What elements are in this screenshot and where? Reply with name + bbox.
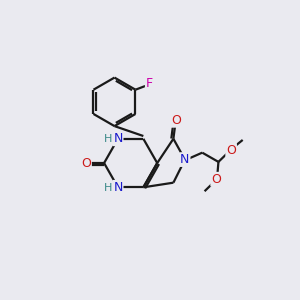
Text: O: O: [171, 114, 181, 127]
Text: O: O: [211, 173, 221, 186]
Text: N: N: [180, 153, 190, 166]
Text: N: N: [113, 181, 123, 194]
Text: O: O: [81, 157, 91, 169]
Text: O: O: [226, 144, 236, 157]
Text: N: N: [113, 132, 123, 145]
Text: H: H: [103, 134, 112, 144]
Text: H: H: [103, 182, 112, 193]
Text: F: F: [146, 77, 153, 90]
